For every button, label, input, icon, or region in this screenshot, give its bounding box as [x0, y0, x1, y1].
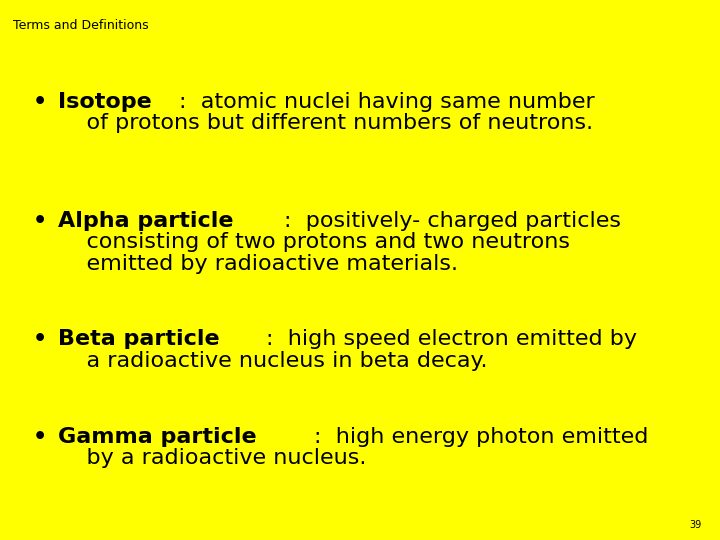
Text: consisting of two protons and two neutrons: consisting of two protons and two neutro…	[58, 232, 570, 252]
Text: :  high energy photon emitted: : high energy photon emitted	[314, 427, 648, 447]
Text: :  atomic nuclei having same number: : atomic nuclei having same number	[179, 92, 594, 112]
Text: Terms and Definitions: Terms and Definitions	[13, 19, 148, 32]
Text: Isotope: Isotope	[58, 92, 151, 112]
Text: by a radioactive nucleus.: by a radioactive nucleus.	[58, 448, 366, 468]
Text: :  positively- charged particles: : positively- charged particles	[284, 211, 621, 231]
Text: :  high speed electron emitted by: : high speed electron emitted by	[266, 329, 637, 349]
Text: •: •	[32, 329, 47, 349]
Text: Beta particle: Beta particle	[58, 329, 219, 349]
Text: of protons but different numbers of neutrons.: of protons but different numbers of neut…	[58, 113, 593, 133]
Text: a radioactive nucleus in beta decay.: a radioactive nucleus in beta decay.	[58, 351, 487, 371]
Text: emitted by radioactive materials.: emitted by radioactive materials.	[58, 254, 458, 274]
Text: •: •	[32, 427, 47, 447]
Text: 39: 39	[690, 520, 702, 530]
Text: Alpha particle: Alpha particle	[58, 211, 233, 231]
Text: Gamma particle: Gamma particle	[58, 427, 256, 447]
Text: •: •	[32, 92, 47, 112]
Text: •: •	[32, 211, 47, 231]
